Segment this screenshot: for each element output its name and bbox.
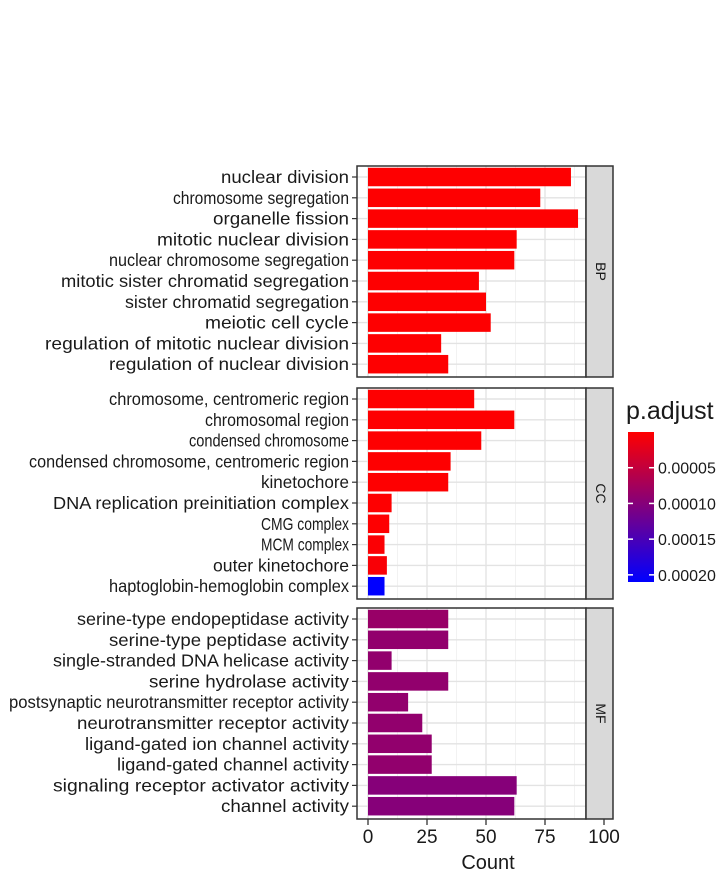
- x-tick-label: 100: [588, 827, 620, 848]
- x-tick-label: 0: [363, 827, 374, 848]
- y-tick-label: outer kinetochore: [213, 555, 349, 575]
- y-tick-label: mitotic sister chromatid segregation: [61, 271, 349, 291]
- y-tick-label: sister chromatid segregation: [125, 292, 349, 312]
- bar-mf-1: [368, 630, 449, 650]
- y-tick-label: condensed chromosome: [189, 431, 349, 451]
- bar-cc-7: [368, 535, 385, 554]
- y-tick-label: serine hydrolase activity: [149, 671, 349, 691]
- y-tick-label: channel activity: [221, 796, 349, 816]
- facet-panel-mf: serine-type endopeptidase activityserine…: [9, 607, 614, 820]
- y-tick-label: chromosome segregation: [173, 188, 349, 208]
- y-tick-label: ligand-gated channel activity: [117, 755, 349, 775]
- legend-colorbar: [628, 432, 654, 582]
- bar-mf-5: [368, 713, 423, 733]
- bar-mf-0: [368, 609, 449, 629]
- bar-mf-7: [368, 755, 432, 774]
- facet-strip-label: BP: [593, 262, 609, 281]
- y-tick-label: ligand-gated ion channel activity: [85, 734, 349, 754]
- y-tick-label: kinetochore: [261, 472, 349, 492]
- y-tick-label: haptoglobin-hemoglobin complex: [109, 576, 349, 596]
- y-tick-label: MCM complex: [261, 535, 349, 555]
- bar-cc-0: [368, 389, 475, 409]
- y-tick-label: meiotic cell cycle: [205, 313, 349, 333]
- bar-bp-2: [368, 209, 579, 228]
- facet-strip: [585, 387, 614, 600]
- y-tick-label: neurotransmitter receptor activity: [77, 713, 349, 733]
- bar-bp-8: [368, 334, 442, 353]
- bar-mf-6: [368, 734, 432, 754]
- facet-strip-label: MF: [593, 703, 609, 723]
- bar-mf-9: [368, 796, 515, 816]
- bar-cc-4: [368, 472, 449, 492]
- x-tick-label: 75: [534, 827, 555, 848]
- y-tick-label: organelle fission: [213, 209, 349, 229]
- facet-strip-label: CC: [593, 483, 609, 503]
- bar-bp-6: [368, 292, 486, 312]
- y-tick-label: chromosomal region: [205, 410, 349, 430]
- bar-cc-1: [368, 410, 515, 430]
- bar-bp-9: [368, 354, 449, 374]
- bar-bp-3: [368, 230, 517, 249]
- legend-tick-label: 0.00010: [658, 496, 716, 513]
- bar-mf-4: [368, 692, 409, 712]
- y-tick-label: nuclear chromosome segregation: [109, 250, 349, 270]
- bar-bp-7: [368, 313, 491, 332]
- x-axis-title: Count: [461, 852, 515, 874]
- bar-cc-6: [368, 514, 390, 534]
- bar-bp-5: [368, 271, 479, 291]
- bar-bp-0: [368, 167, 571, 187]
- legend-title: p.adjust: [626, 397, 714, 425]
- y-tick-label: postsynaptic neurotransmitter receptor a…: [9, 692, 349, 712]
- facet-panel-cc: chromosome, centromeric regionchromosoma…: [29, 387, 614, 600]
- y-tick-label: regulation of mitotic nuclear division: [45, 333, 349, 353]
- facet-strip: [585, 165, 614, 378]
- x-tick-label: 25: [416, 827, 437, 848]
- y-tick-label: serine-type endopeptidase activity: [77, 609, 349, 629]
- bar-cc-2: [368, 431, 482, 450]
- y-tick-label: serine-type peptidase activity: [109, 630, 349, 650]
- bar-bp-1: [368, 188, 541, 208]
- legend-tick-label: 0.00015: [658, 532, 716, 549]
- bar-mf-2: [368, 651, 392, 670]
- y-tick-label: regulation of nuclear division: [109, 354, 349, 374]
- y-tick-label: CMG complex: [261, 514, 349, 534]
- y-tick-label: DNA replication preinitiation complex: [53, 493, 349, 513]
- facet-strip: [585, 607, 614, 820]
- bar-bp-4: [368, 250, 515, 270]
- legend-tick-label: 0.00005: [658, 461, 716, 478]
- legend-tick-label: 0.00020: [658, 568, 716, 585]
- y-tick-label: condensed chromosome, centromeric region: [29, 451, 349, 471]
- bar-mf-8: [368, 776, 517, 795]
- bar-mf-3: [368, 672, 449, 691]
- bar-cc-9: [368, 576, 385, 596]
- y-tick-label: nuclear division: [221, 167, 349, 187]
- y-tick-label: chromosome, centromeric region: [109, 389, 349, 409]
- bar-cc-3: [368, 452, 451, 471]
- bar-cc-8: [368, 556, 387, 575]
- bar-cc-5: [368, 493, 392, 513]
- x-tick-label: 50: [475, 827, 496, 848]
- y-tick-label: mitotic nuclear division: [157, 229, 349, 249]
- y-tick-label: single-stranded DNA helicase activity: [53, 651, 349, 671]
- y-tick-label: signaling receptor activator activity: [53, 775, 349, 795]
